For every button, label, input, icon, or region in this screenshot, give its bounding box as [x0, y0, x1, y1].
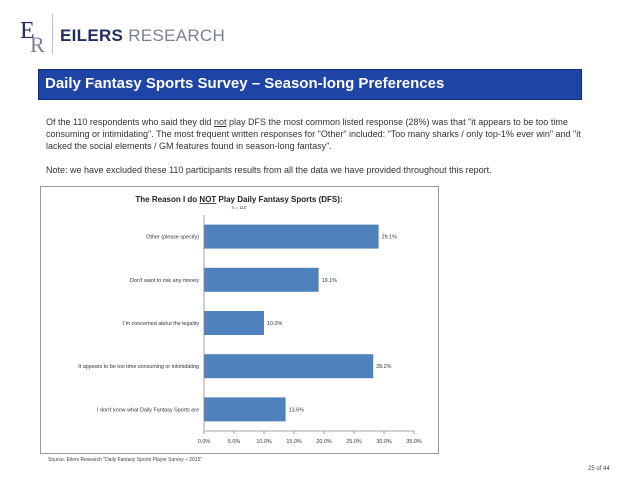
- chart-subtitle: n = 110: [232, 205, 247, 210]
- company-name-light: RESEARCH: [123, 26, 226, 45]
- bar: [204, 397, 286, 422]
- intro-paragraph: Of the 110 respondents who said they did…: [46, 116, 594, 152]
- category-label: I'm concerned about the legality: [123, 321, 199, 327]
- value-label: 13.6%: [289, 407, 304, 413]
- x-tick-label: 25.0%: [346, 439, 361, 445]
- category-label: Don't want to risk any money: [130, 278, 199, 284]
- chart-frame: The Reason I do NOT Play Daily Fantasy S…: [40, 186, 439, 454]
- chart-title-underlined: NOT: [199, 195, 216, 204]
- intro-text-start: Of the 110 respondents who said they did: [46, 117, 214, 127]
- x-tick-label: 35.0%: [406, 439, 421, 445]
- chart-title: The Reason I do NOT Play Daily Fantasy S…: [135, 195, 342, 204]
- bar: [204, 354, 374, 379]
- company-name: EILERS RESEARCH: [60, 26, 225, 46]
- bar: [204, 267, 319, 292]
- note-paragraph: Note: we have excluded these 110 partici…: [46, 165, 492, 175]
- page-title: Daily Fantasy Sports Survey – Season-lon…: [45, 75, 445, 92]
- chart-title-end: Play Daily Fantasy Sports (DFS):: [216, 195, 342, 204]
- svg-text:E: E: [20, 18, 35, 44]
- x-tick-label: 5.0%: [228, 439, 240, 445]
- intro-underlined-word: not: [213, 117, 227, 127]
- x-tick-label: 30.0%: [376, 439, 391, 445]
- x-tick-label: 10.0%: [256, 439, 271, 445]
- x-tick-label: 0.0%: [198, 439, 210, 445]
- bar-chart: The Reason I do NOT Play Daily Fantasy S…: [78, 195, 422, 445]
- section-title-bar: Daily Fantasy Sports Survey – Season-lon…: [38, 69, 582, 100]
- category-label: Other (please specify): [146, 235, 199, 241]
- value-label: 19.1%: [322, 278, 337, 284]
- x-tick-label: 15.0%: [286, 439, 301, 445]
- svg-text:R: R: [30, 32, 45, 54]
- company-name-bold: EILERS: [60, 26, 124, 45]
- category-label: I don't know what Daily Fantasy Sports a…: [97, 407, 199, 413]
- bar: [204, 311, 264, 335]
- value-label: 29.1%: [382, 235, 397, 241]
- bar: [204, 224, 379, 249]
- eilers-logo-icon: E R: [20, 18, 45, 54]
- value-label: 10.0%: [267, 321, 282, 327]
- source-note: Source: Eilers Research "Daily Fantasy S…: [48, 457, 203, 463]
- value-label: 28.2%: [376, 364, 391, 370]
- logo-divider: [52, 14, 53, 54]
- chart-title-start: The Reason I do: [135, 195, 199, 204]
- x-tick-label: 20.0%: [316, 439, 331, 445]
- page-number: 25 of 44: [588, 466, 610, 472]
- intro-text-end: play DFS the most common listed response…: [46, 117, 581, 151]
- category-label: It appears to be too time consuming or i…: [78, 364, 199, 370]
